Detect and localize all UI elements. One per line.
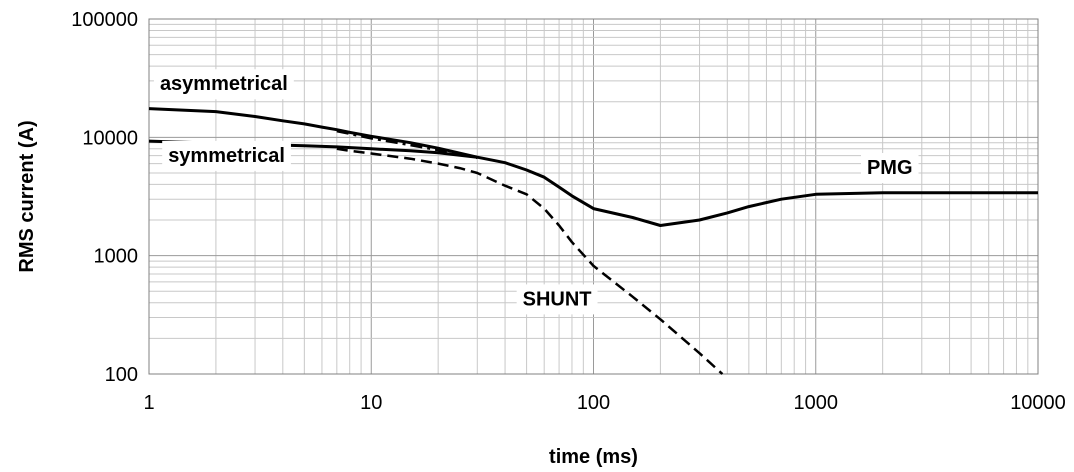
- tick-labels: 1 10 100 1000 10000 100 1000 10000 100000: [71, 9, 1066, 414]
- annotation-background: [860, 152, 919, 183]
- annotation-shunt: SHUNT: [516, 284, 598, 315]
- annotation-background: [153, 69, 294, 100]
- annotation-label: asymmetrical: [160, 73, 288, 95]
- x-tick-label: 10000: [1010, 392, 1066, 414]
- y-axis-title: RMS current (A): [16, 120, 38, 272]
- y-tick-label: 100: [105, 364, 138, 386]
- y-tick-label: 10000: [82, 127, 138, 149]
- annotation-asymmetrical: asymmetrical: [153, 69, 294, 100]
- annotation-label: symmetrical: [168, 145, 285, 167]
- y-tick-label: 1000: [94, 246, 139, 268]
- plot-border: [148, 18, 1039, 375]
- annotations: asymmetrical symmetrical PMG SHUNT: [153, 69, 919, 315]
- annotation-pmg: PMG: [860, 152, 919, 183]
- annotation-label: PMG: [867, 157, 913, 179]
- series-line-3-dash-dot: [336, 129, 478, 160]
- x-tick-label: 100: [577, 392, 610, 414]
- grid: [149, 19, 1038, 374]
- annotation-symmetrical: symmetrical: [162, 140, 291, 171]
- x-tick-label: 1000: [794, 392, 839, 414]
- annotation-background: [516, 284, 598, 315]
- x-axis-title: time (ms): [549, 446, 638, 468]
- annotation-label: SHUNT: [523, 288, 592, 310]
- series-line-4-dashed: [336, 147, 724, 375]
- series-line-1-solid: [148, 107, 1038, 227]
- annotation-background: [162, 140, 291, 171]
- x-tick-label: 1: [143, 392, 154, 414]
- y-tick-label: 100000: [71, 9, 138, 31]
- x-tick-label: 10: [360, 392, 382, 414]
